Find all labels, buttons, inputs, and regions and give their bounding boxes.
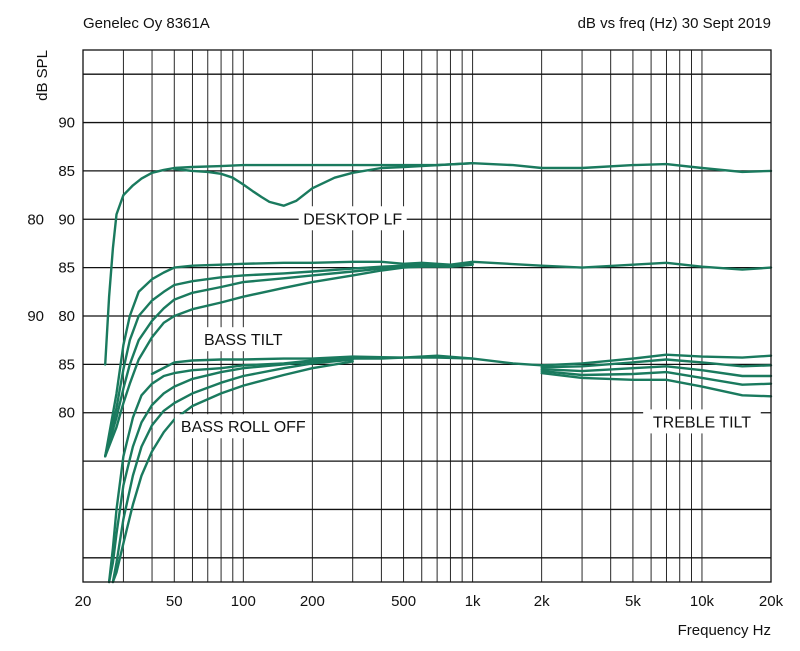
annotation-background [174,414,312,439]
x-tick-label: 5k [625,593,641,610]
y-axis-label: dB SPL [34,50,51,101]
response-curve [104,263,474,458]
response-curves [104,162,773,584]
x-tick-label: 500 [391,593,416,610]
annotation-label: BASS ROLL OFF [181,419,306,436]
response-curve [173,162,474,207]
annotation-background [643,409,761,434]
response-curve [107,357,354,584]
response-curve [540,371,773,398]
y-tick-label: 90 [27,308,44,325]
x-tick-label: 50 [166,593,183,610]
annotation-background [194,327,293,352]
response-curve [540,369,773,386]
annotation-label: BASS TILT [204,332,283,349]
response-curve [111,360,354,584]
response-curve [540,358,773,369]
response-curve [111,358,354,584]
y-axis-ticks: 90 85 90 80 85 80 90 85 80 [27,115,75,422]
x-tick-label: 20 [75,593,92,610]
x-tick-label: 2k [534,593,550,610]
response-curve [540,365,773,378]
x-tick-label: 1k [465,593,481,610]
response-curve [104,162,773,366]
y-tick-label: 85 [58,356,75,373]
chart-title-right: dB vs freq (Hz) 30 Sept 2019 [578,15,771,32]
y-tick-label: 90 [58,211,75,228]
response-curve [107,356,474,584]
plot-frame [82,49,772,583]
response-curve [150,353,773,376]
y-tick-label: 90 [58,115,75,132]
response-curve [104,260,773,458]
y-tick-label: 80 [58,405,75,422]
x-tick-label: 10k [690,593,715,610]
y-tick-label: 85 [58,163,75,180]
y-tick-label: 80 [58,308,75,325]
y-tick-label: 80 [27,211,44,228]
x-tick-label: 20k [759,593,784,610]
grid [82,50,772,582]
y-tick-label: 85 [58,260,75,277]
x-tick-label: 200 [300,593,325,610]
x-axis-label: Frequency Hz [678,622,771,639]
x-tick-label: 100 [231,593,256,610]
annotations: DESKTOP LF BASS TILT BASS ROLL OFF TREBLE T… [174,206,761,439]
annotation-background [298,206,407,231]
x-axis-ticks: 20 50 100 200 500 1k 2k 5k 10k 20k [75,593,784,610]
annotation-label: TREBLE TILT [653,414,751,431]
chart-title-left: Genelec Oy 8361A [83,15,210,32]
annotation-label: DESKTOP LF [303,211,402,228]
